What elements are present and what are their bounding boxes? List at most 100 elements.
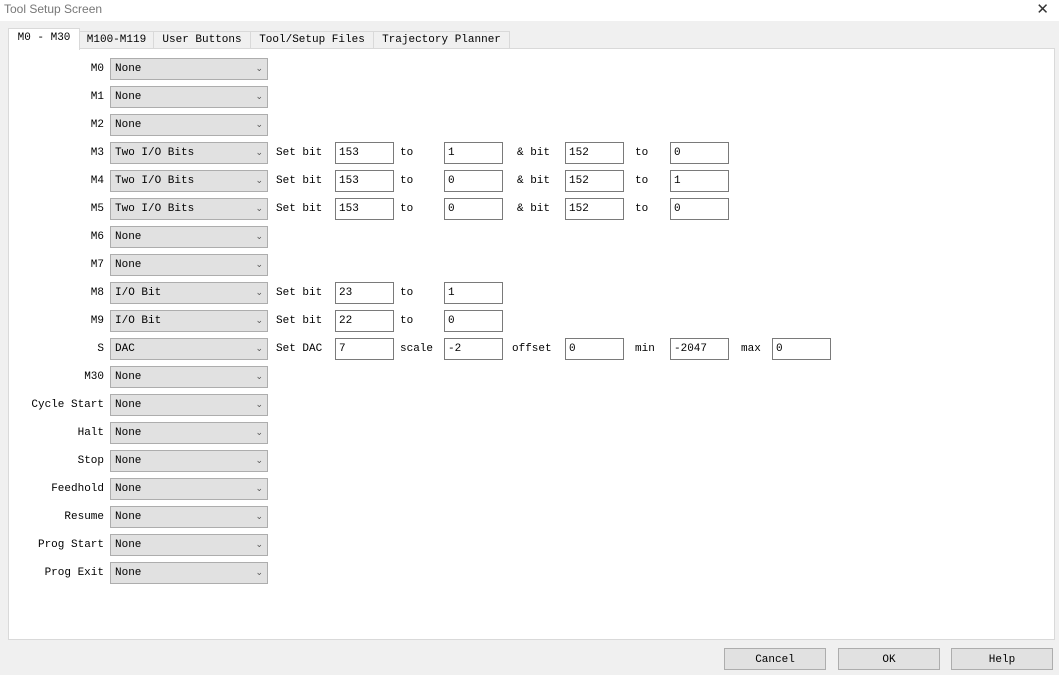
input-m3-1[interactable]: 1	[444, 142, 503, 164]
label-feedhold: Feedhold	[51, 483, 104, 495]
input-s-4[interactable]: 0	[772, 338, 831, 360]
cancel-button[interactable]: Cancel	[724, 648, 826, 670]
input-m3-0[interactable]: 153	[335, 142, 394, 164]
field-label: max	[741, 343, 761, 355]
field-label: to	[635, 203, 649, 215]
select-feedhold[interactable]: None ⌄	[110, 478, 268, 500]
tab-trajectory-planner[interactable]: Trajectory Planner	[373, 31, 510, 49]
input-m5-1[interactable]: 0	[444, 198, 503, 220]
select-m3[interactable]: Two I/O Bits ⌄	[110, 142, 268, 164]
chevron-down-icon: ⌄	[255, 176, 263, 186]
select-value: Two I/O Bits	[115, 147, 195, 159]
field-label: to	[635, 175, 649, 187]
chevron-down-icon: ⌄	[255, 484, 263, 494]
select-value: I/O Bit	[115, 287, 162, 299]
select-m30[interactable]: None ⌄	[110, 366, 268, 388]
label-m0: M0	[90, 63, 104, 75]
select-value: None	[115, 539, 142, 551]
input-m9-1[interactable]: 0	[444, 310, 503, 332]
field-label: to	[400, 203, 414, 215]
label-s: S	[97, 343, 104, 355]
select-halt[interactable]: None ⌄	[110, 422, 268, 444]
select-value: None	[115, 567, 142, 579]
input-m4-1[interactable]: 0	[444, 170, 503, 192]
select-value: Two I/O Bits	[115, 203, 195, 215]
select-m2[interactable]: None ⌄	[110, 114, 268, 136]
label-m6: M6	[90, 231, 104, 243]
input-m4-0[interactable]: 153	[335, 170, 394, 192]
m0-m30-panel: M0 None ⌄ M1 None ⌄ M2 None ⌄ M3 Two I/O Bits ⌄…	[8, 48, 1055, 640]
input-m4-3[interactable]: 1	[670, 170, 729, 192]
field-label: Set bit	[276, 147, 323, 159]
select-m4[interactable]: Two I/O Bits ⌄	[110, 170, 268, 192]
label-m8: M8	[90, 287, 104, 299]
title-bar: Tool Setup Screen ✕	[0, 0, 1059, 21]
chevron-down-icon: ⌄	[255, 120, 263, 130]
select-value: None	[115, 63, 142, 75]
input-s-1[interactable]: -2	[444, 338, 503, 360]
field-label: & bit	[517, 175, 551, 187]
label-prog-start: Prog Start	[37, 539, 104, 551]
field-label: to	[400, 147, 414, 159]
input-m5-3[interactable]: 0	[670, 198, 729, 220]
input-m9-0[interactable]: 22	[335, 310, 394, 332]
chevron-down-icon: ⌄	[255, 540, 263, 550]
input-s-2[interactable]: 0	[565, 338, 624, 360]
select-prog-exit[interactable]: None ⌄	[110, 562, 268, 584]
field-label: to	[400, 287, 414, 299]
select-resume[interactable]: None ⌄	[110, 506, 268, 528]
label-m3: M3	[90, 147, 104, 159]
chevron-down-icon: ⌄	[255, 232, 263, 242]
select-m1[interactable]: None ⌄	[110, 86, 268, 108]
input-s-3[interactable]: -2047	[670, 338, 729, 360]
select-s[interactable]: DAC ⌄	[110, 338, 268, 360]
field-label: & bit	[517, 203, 551, 215]
field-label: Set bit	[276, 203, 323, 215]
select-value: None	[115, 231, 142, 243]
select-m5[interactable]: Two I/O Bits ⌄	[110, 198, 268, 220]
input-m5-0[interactable]: 153	[335, 198, 394, 220]
input-m8-1[interactable]: 1	[444, 282, 503, 304]
input-m5-2[interactable]: 152	[565, 198, 624, 220]
select-m9[interactable]: I/O Bit ⌄	[110, 310, 268, 332]
field-label: Set bit	[276, 315, 323, 327]
chevron-down-icon: ⌄	[255, 148, 263, 158]
close-icon[interactable]: ✕	[1036, 0, 1049, 18]
tab-user-buttons[interactable]: User Buttons	[153, 31, 251, 49]
tab-tool-setup-files[interactable]: Tool/Setup Files	[250, 31, 374, 49]
tab-m0-m30[interactable]: M0 - M30	[8, 28, 80, 50]
field-label: & bit	[517, 147, 551, 159]
field-label: scale	[400, 343, 434, 355]
select-prog-start[interactable]: None ⌄	[110, 534, 268, 556]
input-m8-0[interactable]: 23	[335, 282, 394, 304]
select-m6[interactable]: None ⌄	[110, 226, 268, 248]
select-value: I/O Bit	[115, 315, 162, 327]
select-cycle-start[interactable]: None ⌄	[110, 394, 268, 416]
select-m8[interactable]: I/O Bit ⌄	[110, 282, 268, 304]
select-stop[interactable]: None ⌄	[110, 450, 268, 472]
label-halt: Halt	[77, 427, 104, 439]
select-value: None	[115, 259, 142, 271]
input-m3-2[interactable]: 152	[565, 142, 624, 164]
input-m3-3[interactable]: 0	[670, 142, 729, 164]
ok-button[interactable]: OK	[838, 648, 940, 670]
field-label: to	[635, 147, 649, 159]
chevron-down-icon: ⌄	[255, 316, 263, 326]
input-s-0[interactable]: 7	[335, 338, 394, 360]
chevron-down-icon: ⌄	[255, 204, 263, 214]
chevron-down-icon: ⌄	[255, 260, 263, 270]
chevron-down-icon: ⌄	[255, 288, 263, 298]
help-button[interactable]: Help	[951, 648, 1053, 670]
select-m7[interactable]: None ⌄	[110, 254, 268, 276]
input-m4-2[interactable]: 152	[565, 170, 624, 192]
label-m7: M7	[90, 259, 104, 271]
window-title: Tool Setup Screen	[4, 2, 103, 16]
label-m1: M1	[90, 91, 104, 103]
chevron-down-icon: ⌄	[255, 372, 263, 382]
select-m0[interactable]: None ⌄	[110, 58, 268, 80]
field-label: min	[635, 343, 655, 355]
chevron-down-icon: ⌄	[255, 92, 263, 102]
label-m5: M5	[90, 203, 104, 215]
select-value: None	[115, 91, 142, 103]
tab-m100-m119[interactable]: M100-M119	[79, 31, 154, 49]
